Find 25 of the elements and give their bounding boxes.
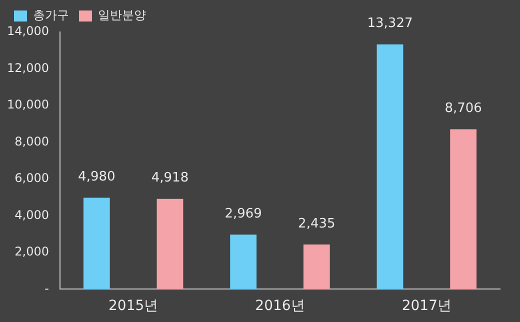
- text: 13,327: [367, 16, 413, 32]
- x-tick-label: 2016년: [255, 298, 305, 314]
- y-tick-label: 10,000: [6, 98, 49, 112]
- y-tick-label: -: [44, 281, 49, 296]
- legend-label: 총가구: [33, 8, 69, 22]
- y-tick-label: 14,000: [6, 24, 49, 38]
- bar: [230, 234, 257, 290]
- y-tick-label: 2,000: [14, 244, 49, 259]
- y-tick-label: 12,000: [6, 60, 49, 75]
- x-tick-label: 2017년: [402, 298, 452, 314]
- bar: [303, 244, 330, 290]
- x-tick-label: 2015년: [108, 298, 158, 314]
- text: 8,706: [444, 101, 482, 116]
- bar: [450, 129, 477, 290]
- text: 2,435: [298, 216, 336, 232]
- text: 2,969: [224, 206, 262, 222]
- bar: [376, 44, 404, 290]
- text: 4,980: [78, 170, 116, 185]
- y-tick-label: 4,000: [14, 208, 49, 222]
- text: 4,918: [151, 170, 189, 186]
- bar: [83, 198, 110, 290]
- y-tick-label: 6,000: [14, 171, 49, 186]
- legend-label: 일반분양: [98, 8, 146, 22]
- bar: [156, 198, 184, 290]
- y-tick-label: 8,000: [14, 134, 49, 148]
